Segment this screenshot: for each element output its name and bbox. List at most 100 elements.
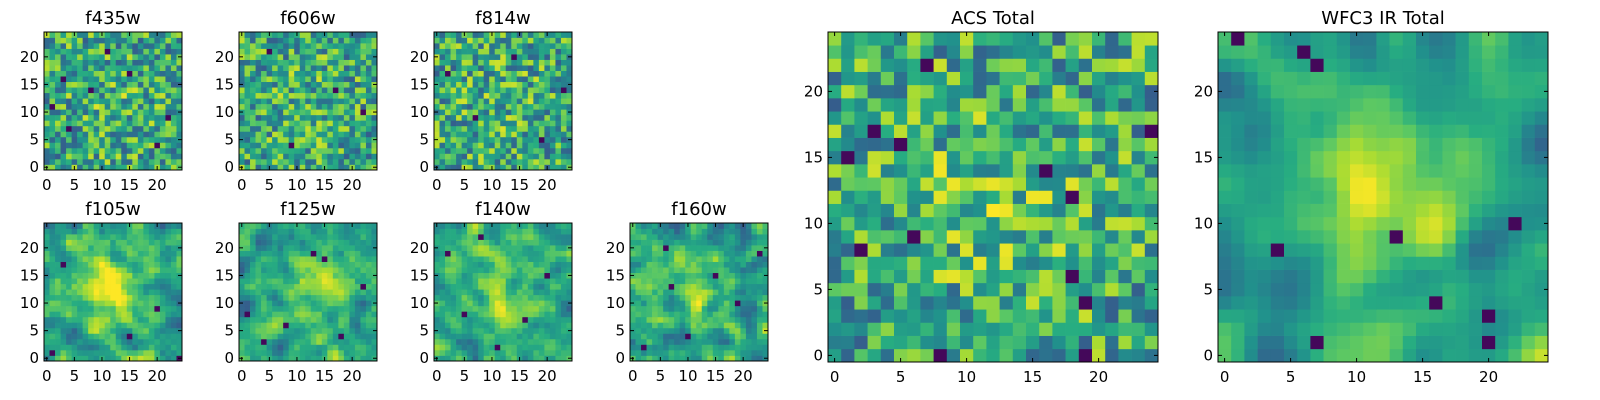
heatmap-cell <box>277 234 284 240</box>
heatmap-cell <box>483 158 490 165</box>
heatmap-cell <box>841 296 855 310</box>
heatmap-cell <box>1078 243 1093 257</box>
heatmap-cell <box>82 70 89 77</box>
heatmap-cell <box>1052 282 1066 297</box>
heatmap-cell <box>266 98 273 105</box>
heatmap-cell <box>354 333 361 340</box>
heatmap-cell <box>93 261 100 268</box>
heatmap-cell <box>77 32 83 38</box>
heatmap-cell <box>365 300 372 307</box>
heatmap-cell <box>544 70 551 77</box>
heatmap-cell <box>82 289 89 296</box>
heatmap-cell <box>82 316 89 323</box>
heatmap-cell <box>338 223 345 229</box>
heatmap-cell <box>55 283 61 290</box>
heatmap-cell <box>674 300 681 307</box>
heatmap-cell <box>505 294 512 301</box>
heatmap-cell <box>165 32 172 38</box>
heatmap-cell <box>723 223 730 229</box>
heatmap-cell <box>110 37 117 44</box>
heatmap-cell <box>729 278 736 285</box>
heatmap-cell <box>66 81 72 88</box>
heatmap-cell <box>538 92 545 99</box>
heatmap-cell <box>305 142 312 149</box>
heatmap-cell <box>176 147 183 154</box>
heatmap-cell <box>159 355 166 362</box>
heatmap-cell <box>321 338 328 345</box>
heatmap-cell <box>456 158 462 165</box>
heatmap-cell <box>60 153 67 160</box>
heatmap-cell <box>327 109 334 116</box>
heatmap-cell <box>360 250 367 257</box>
heatmap-cell <box>354 349 361 356</box>
heatmap-cell <box>170 283 177 290</box>
heatmap-cell <box>165 349 172 356</box>
heatmap-cell <box>332 87 339 94</box>
heatmap-cell <box>99 234 106 240</box>
heatmap-cell <box>170 109 177 116</box>
heatmap-cell <box>60 305 67 312</box>
heatmap-cell <box>500 48 507 55</box>
heatmap-cell <box>316 153 323 160</box>
heatmap-cell <box>560 344 567 351</box>
heatmap-cell <box>176 250 183 257</box>
heatmap-cell <box>566 349 573 356</box>
heatmap-cell <box>343 136 350 143</box>
heatmap-cell <box>712 256 719 262</box>
heatmap-cell <box>494 81 501 88</box>
heatmap-cell <box>707 272 714 279</box>
heatmap-cell <box>349 70 356 77</box>
heatmap-cell <box>494 54 501 60</box>
heatmap-cell <box>343 164 350 171</box>
heatmap-cell <box>159 278 166 285</box>
heatmap-cell <box>946 256 961 270</box>
heatmap-cell <box>148 261 155 268</box>
heatmap-cell <box>461 239 468 246</box>
heatmap-cell <box>674 322 681 329</box>
heatmap-cell <box>986 256 1000 270</box>
heatmap-cell <box>467 37 473 44</box>
heatmap-cell <box>71 338 78 345</box>
heatmap-cell <box>500 278 507 285</box>
heatmap-cell <box>93 223 100 229</box>
heatmap-cell <box>154 327 161 334</box>
heatmap-cell <box>121 278 128 285</box>
heatmap-cell <box>170 32 177 38</box>
heatmap-cell <box>343 228 350 235</box>
heatmap-cell <box>338 147 345 154</box>
heatmap-cell <box>516 267 523 274</box>
heatmap-cell <box>439 158 446 165</box>
heatmap-cell <box>176 338 183 345</box>
heatmap-cell <box>332 294 339 301</box>
heatmap-cell <box>154 322 161 329</box>
heatmap-cell <box>99 120 106 127</box>
heatmap-cell <box>159 322 166 329</box>
heatmap-cell <box>250 120 256 127</box>
heatmap-cell <box>266 333 273 340</box>
heatmap-cell <box>110 164 117 171</box>
heatmap-cell <box>343 322 350 329</box>
heatmap-cell <box>60 158 67 165</box>
heatmap-cell <box>756 294 763 301</box>
heatmap-cell <box>343 234 350 240</box>
heatmap-cell <box>354 289 361 296</box>
heatmap-cell <box>88 267 95 274</box>
heatmap-cell <box>159 250 166 257</box>
heatmap-cell <box>544 311 551 318</box>
heatmap-cell <box>121 125 128 132</box>
heatmap-cell <box>321 81 328 88</box>
heatmap-cell <box>327 338 334 345</box>
heatmap-cell <box>132 32 139 38</box>
heatmap-cell <box>60 283 67 290</box>
heatmap-cell <box>49 131 56 138</box>
heatmap-cell <box>867 335 882 350</box>
heatmap-cell <box>538 272 545 279</box>
heatmap-cell <box>55 120 61 127</box>
heatmap-cell <box>439 125 446 132</box>
heatmap-cell <box>1065 309 1080 323</box>
heatmap-cell <box>472 136 479 143</box>
heatmap-cell <box>360 278 367 285</box>
heatmap-cell <box>121 142 128 149</box>
heatmap-cell <box>1105 203 1119 218</box>
heatmap-cell <box>360 327 367 334</box>
